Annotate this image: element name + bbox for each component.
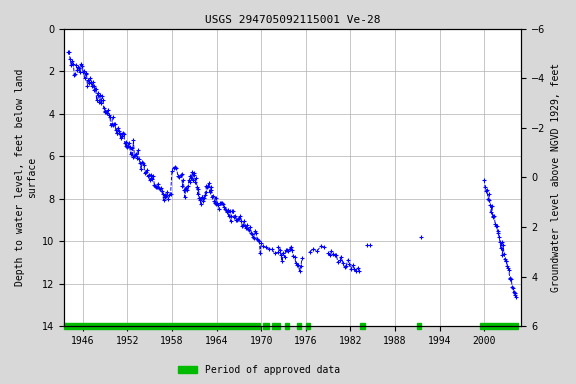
Bar	[272, 323, 280, 329]
Bar	[306, 323, 310, 329]
Bar	[65, 323, 260, 329]
Title: USGS 294705092115001 Ve-28: USGS 294705092115001 Ve-28	[205, 15, 381, 25]
Y-axis label: Depth to water level, feet below land
surface: Depth to water level, feet below land su…	[15, 69, 37, 286]
Y-axis label: Groundwater level above NGVD 1929, feet: Groundwater level above NGVD 1929, feet	[551, 63, 561, 292]
Bar	[285, 323, 290, 329]
Bar	[480, 323, 518, 329]
Bar	[360, 323, 365, 329]
Bar	[297, 323, 301, 329]
Bar	[417, 323, 421, 329]
Legend: Period of approved data: Period of approved data	[174, 361, 344, 379]
Bar	[263, 323, 268, 329]
